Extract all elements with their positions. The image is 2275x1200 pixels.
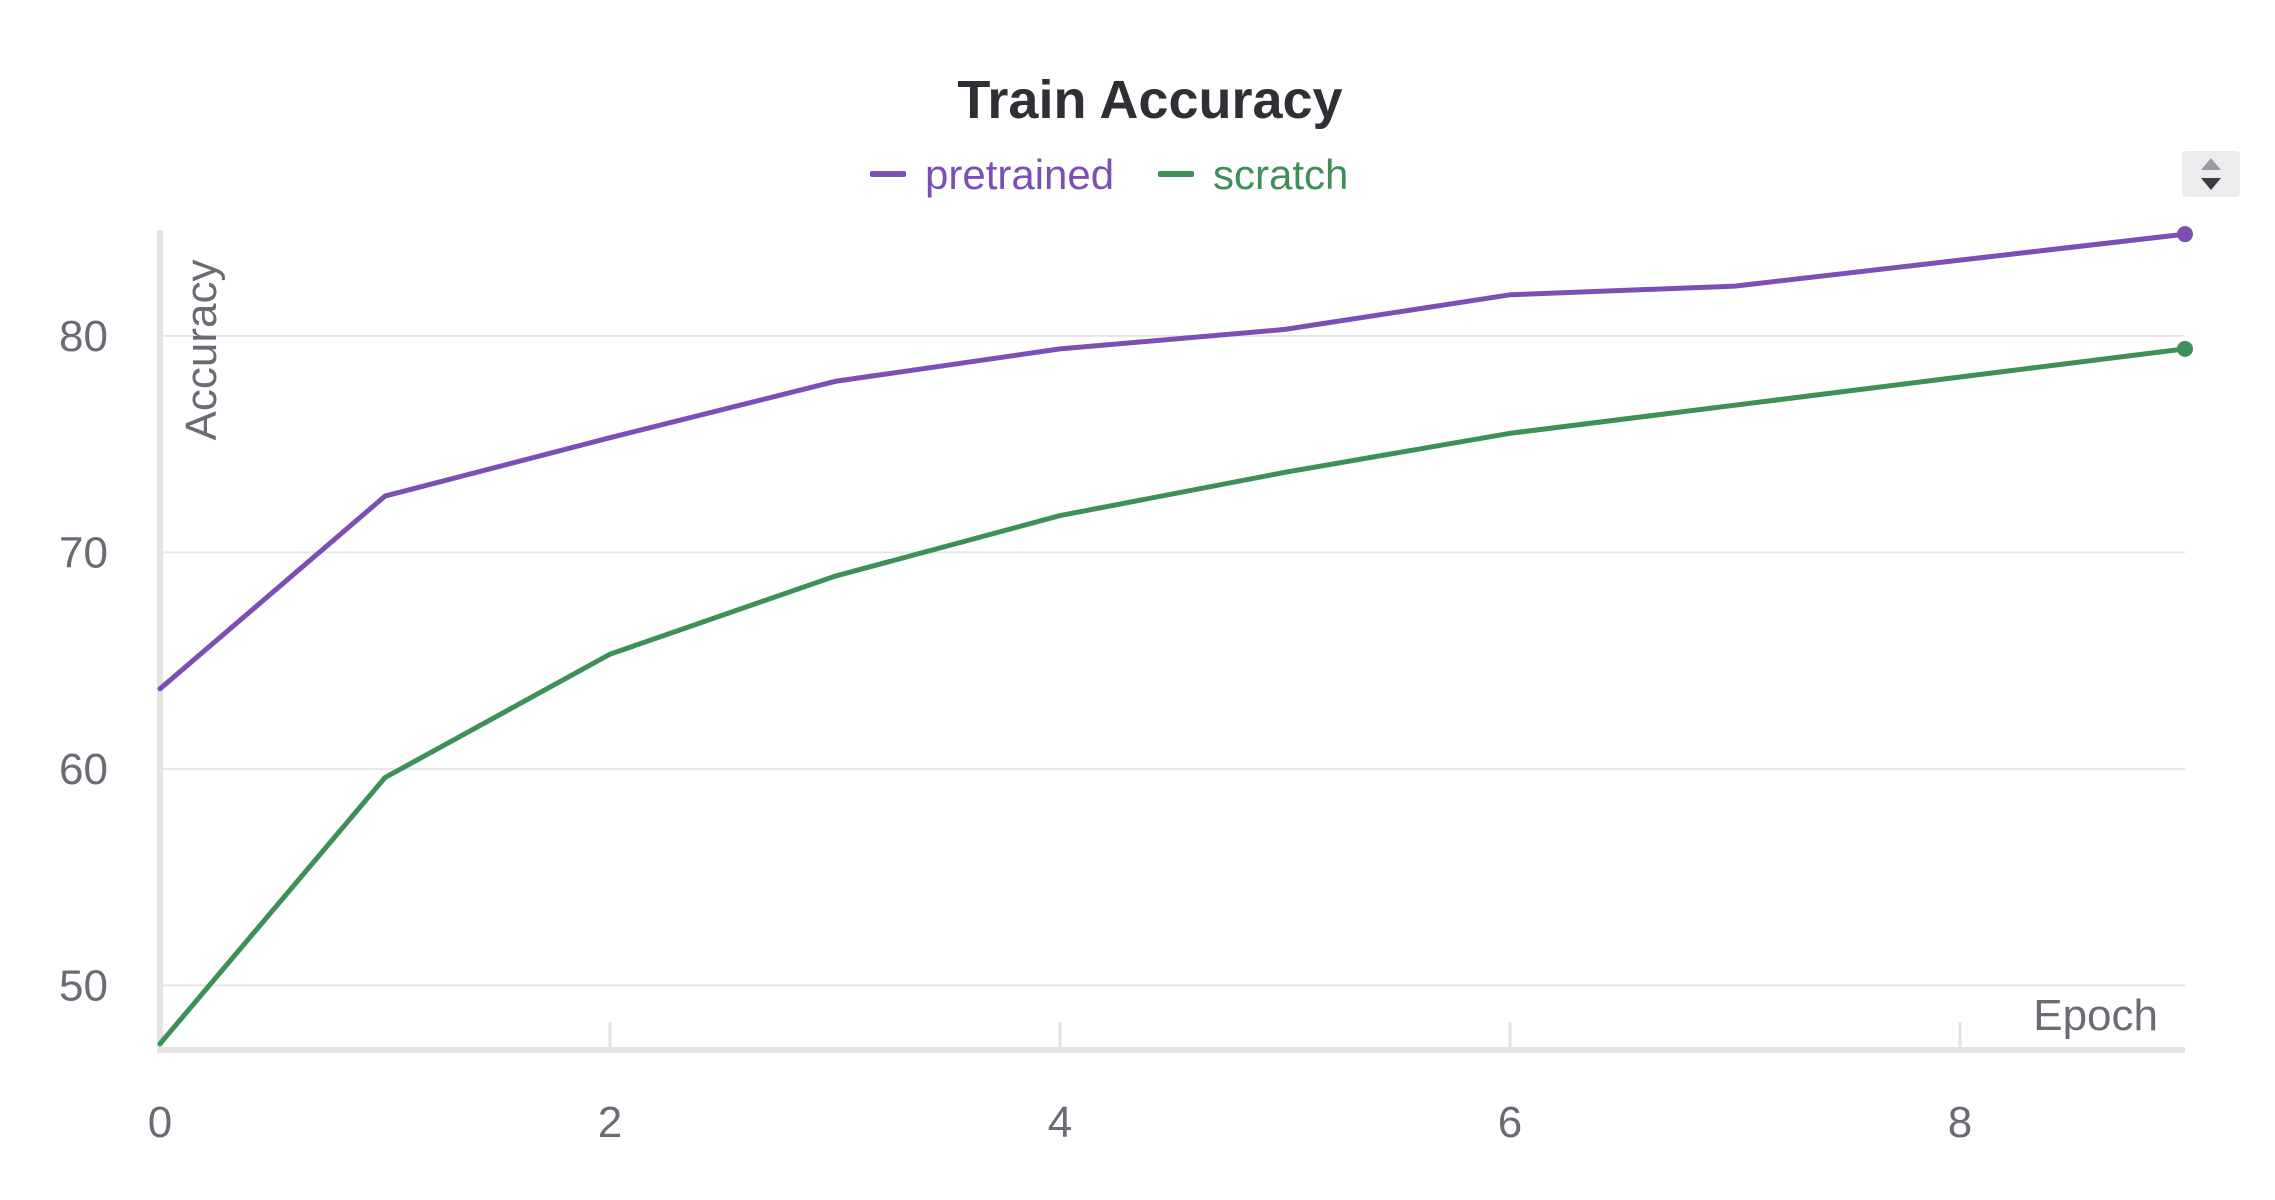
y-tick-label: 70 (59, 528, 108, 577)
x-tick-label: 8 (1948, 1098, 1972, 1147)
x-tick-label: 6 (1498, 1098, 1522, 1147)
series-line-pretrained[interactable] (157, 231, 2188, 692)
y-axis-title: Accuracy (177, 260, 226, 441)
y-tick-labels: 50 60 70 80 (59, 312, 108, 1010)
series-endpoint-scratch[interactable] (2177, 340, 2193, 357)
x-tick-label: 4 (1048, 1098, 1072, 1147)
series-endpoint-pretrained[interactable] (2177, 226, 2193, 243)
x-tick-label: 0 (148, 1098, 172, 1147)
x-axis-title: Epoch (2033, 991, 2158, 1040)
legend-label-scratch: scratch (1213, 151, 1348, 198)
series-line-scratch[interactable] (157, 346, 2188, 1047)
series-lines (157, 226, 2193, 1047)
y-tick-label: 80 (59, 312, 108, 361)
legend-item-pretrained[interactable]: pretrained (870, 151, 1114, 198)
legend-label-pretrained: pretrained (925, 151, 1114, 198)
x-tick-labels: 0 2 4 6 8 (148, 1098, 1972, 1147)
y-tick-label: 50 (59, 961, 108, 1010)
chart-title: Train Accuracy (957, 70, 1342, 130)
axes (157, 230, 2185, 1053)
legend: pretrained scratch (870, 151, 1348, 198)
sort-arrows-icon[interactable] (2182, 151, 2240, 197)
y-tick-label: 60 (59, 745, 108, 794)
legend-swatch-pretrained (870, 171, 906, 177)
legend-swatch-scratch (1158, 171, 1194, 177)
gridlines (160, 334, 2185, 987)
legend-item-scratch[interactable]: scratch (1158, 151, 1348, 198)
x-tick-label: 2 (598, 1098, 622, 1147)
